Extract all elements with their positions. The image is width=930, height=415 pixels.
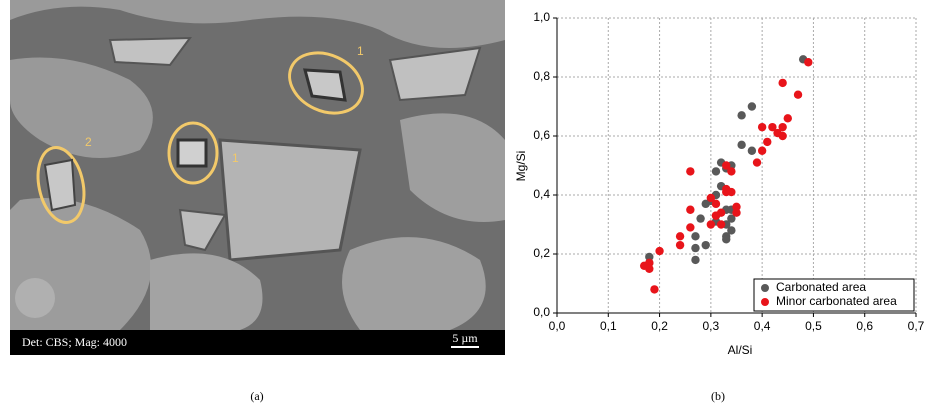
point bbox=[747, 102, 757, 111]
point bbox=[737, 140, 746, 150]
point bbox=[691, 243, 700, 253]
caption: (a) bbox=[250, 389, 263, 403]
x-tick-label: 0,0 bbox=[549, 319, 566, 333]
region-label: 1 bbox=[357, 44, 364, 58]
x-tick-label: 0,2 bbox=[651, 319, 668, 333]
point bbox=[645, 264, 654, 273]
point bbox=[747, 146, 757, 155]
legend-label: Carbonated area bbox=[776, 280, 866, 294]
point bbox=[645, 252, 654, 262]
legend-label: Minor carbonated area bbox=[776, 294, 897, 308]
sem-image: 1 2 1 Det: CBS; Mag: 4000 5 µm bbox=[10, 0, 505, 355]
point bbox=[778, 122, 787, 132]
x-tick-label: 0,1 bbox=[600, 319, 617, 333]
point bbox=[701, 199, 710, 209]
legend-box bbox=[753, 278, 915, 312]
point bbox=[722, 235, 731, 244]
point bbox=[655, 246, 664, 256]
legend-marker bbox=[761, 298, 769, 306]
point bbox=[706, 193, 716, 203]
x-tick-label: 0,6 bbox=[856, 319, 873, 333]
point bbox=[783, 114, 792, 123]
point bbox=[650, 285, 659, 294]
point bbox=[706, 220, 716, 229]
legend-marker bbox=[761, 284, 769, 292]
point bbox=[732, 208, 741, 217]
y-tick-label: 0,8 bbox=[533, 69, 550, 83]
x-tick-label: 0,5 bbox=[805, 319, 822, 333]
y-tick-label: 0,0 bbox=[533, 305, 550, 319]
point bbox=[686, 167, 695, 176]
point bbox=[793, 90, 803, 99]
point bbox=[711, 199, 721, 209]
region-label: 1 bbox=[232, 151, 239, 165]
scale-bar-label: 5 µm bbox=[452, 331, 478, 345]
y-tick-label: 0,6 bbox=[533, 128, 550, 142]
point bbox=[686, 223, 695, 232]
point bbox=[691, 232, 700, 241]
point bbox=[727, 226, 736, 235]
point bbox=[737, 111, 746, 120]
point bbox=[686, 205, 695, 214]
x-tick-label: 0,4 bbox=[754, 319, 771, 333]
point bbox=[763, 137, 772, 147]
point bbox=[716, 220, 726, 229]
point bbox=[727, 214, 736, 223]
point bbox=[768, 122, 777, 132]
info-bar: Det: CBS; Mag: 4000 bbox=[22, 335, 127, 349]
y-axis-title: Mg/Si bbox=[514, 151, 528, 182]
point bbox=[778, 131, 787, 141]
point bbox=[732, 202, 741, 211]
point bbox=[701, 240, 710, 250]
point bbox=[757, 122, 767, 132]
y-tick-label: 1,0 bbox=[533, 10, 550, 24]
x-tick-label: 0,3 bbox=[703, 319, 720, 333]
point bbox=[691, 255, 700, 265]
point bbox=[711, 211, 721, 220]
point bbox=[727, 167, 736, 176]
point bbox=[696, 214, 705, 223]
point bbox=[752, 158, 762, 167]
point bbox=[804, 58, 813, 67]
point bbox=[711, 167, 721, 176]
x-tick-label: 0,7 bbox=[908, 319, 925, 333]
y-tick-label: 0,2 bbox=[533, 246, 550, 260]
y-tick-label: 0,4 bbox=[533, 187, 550, 201]
point bbox=[757, 146, 767, 155]
caption: (b) bbox=[711, 389, 725, 403]
point bbox=[722, 161, 731, 170]
x-axis-title: Al/Si bbox=[728, 343, 753, 357]
point bbox=[675, 232, 685, 241]
region-label: 2 bbox=[85, 135, 92, 149]
point bbox=[722, 187, 731, 197]
point bbox=[778, 78, 787, 88]
point bbox=[675, 240, 685, 250]
